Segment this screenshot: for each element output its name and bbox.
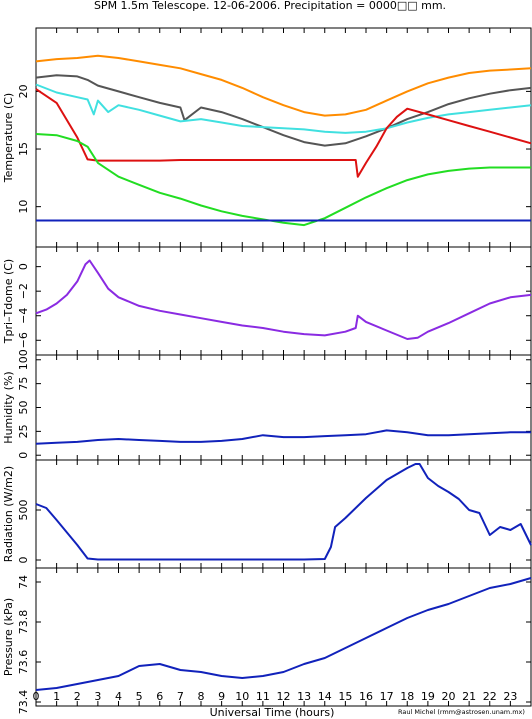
y-axis-label: Radiation (W/m2) <box>2 466 15 562</box>
panel-frame <box>35 354 532 461</box>
x-tick-label: 17 <box>380 690 394 703</box>
x-tick-label: 7 <box>177 690 184 703</box>
panel-frame <box>35 27 532 248</box>
y-tick-label: 73.4 <box>17 690 30 715</box>
y-tick-label: 100 <box>17 349 30 370</box>
y-tick-label: 0 <box>17 557 30 564</box>
x-tick-label: 20 <box>442 690 456 703</box>
x-tick-label: 2 <box>74 690 81 703</box>
x-tick-label: 23 <box>503 690 517 703</box>
x-tick-label: 18 <box>400 690 414 703</box>
y-tick-label: −6 <box>17 332 30 348</box>
y-tick-label: 10 <box>17 200 30 214</box>
x-tick-label: 14 <box>318 690 332 703</box>
y-tick-label: 50 <box>17 401 30 415</box>
series-line-0 <box>35 429 531 445</box>
series-line-4 <box>35 133 531 227</box>
y-tick-label: 73.8 <box>17 610 30 635</box>
x-tick-label: 4 <box>115 690 122 703</box>
x-tick-label: 0 <box>33 690 40 703</box>
x-tick-label: 10 <box>235 690 249 703</box>
series-line-0 <box>35 463 532 561</box>
x-tick-label: 3 <box>94 690 101 703</box>
credit-text: Raul Michel (rmm@astrosen.unam.mx) <box>398 708 525 716</box>
x-tick-label: 5 <box>136 690 143 703</box>
x-tick-label: 9 <box>218 690 225 703</box>
x-tick-label: 21 <box>462 690 476 703</box>
y-tick-label: 500 <box>17 500 30 521</box>
x-tick-label: 12 <box>277 690 291 703</box>
y-tick-label: 0 <box>17 452 30 459</box>
y-tick-label: 25 <box>17 424 30 438</box>
y-tick-label: 20 <box>17 84 30 98</box>
y-tick-label: 75 <box>17 377 30 391</box>
x-tick-labels: 0 1 2 3 4 5 6 7 8 9 10 11 12 13 14 15 16 17 18 19 20 21 22 23 <box>33 690 518 703</box>
series-line-2 <box>35 83 532 134</box>
y-axis-label: Humidity (%) <box>2 371 15 443</box>
x-tick-label: 22 <box>483 690 497 703</box>
series-line-0 <box>35 259 532 340</box>
panel-frame <box>35 459 532 569</box>
x-tick-label: 6 <box>156 690 163 703</box>
x-tick-label: 13 <box>297 690 311 703</box>
series-line-0 <box>35 577 532 691</box>
panel-frame <box>35 246 532 356</box>
y-axis-label: Pressure (kPa) <box>2 598 15 676</box>
y-tick-label: 73.6 <box>17 650 30 675</box>
y-tick-label: 15 <box>17 142 30 156</box>
x-tick-label: 11 <box>256 690 270 703</box>
x-tick-label: 8 <box>198 690 205 703</box>
x-tick-label: 19 <box>421 690 435 703</box>
y-tick-label: −4 <box>17 308 30 324</box>
series-line-3 <box>35 88 532 178</box>
x-tick-label: 16 <box>359 690 373 703</box>
y-tick-label: 74 <box>17 575 30 589</box>
x-tick-label: 1 <box>53 690 60 703</box>
y-axis-label: Temperature (C) <box>2 93 15 183</box>
chart-title: SPM 1.5m Telescope. 12-06-2006. Precipit… <box>94 0 446 12</box>
x-axis-label: Universal Time (hours) <box>210 706 335 719</box>
x-tick-label: 15 <box>338 690 352 703</box>
series-line-0 <box>35 54 532 117</box>
y-axis-label: Tpri–Tdome (C) <box>2 259 15 344</box>
y-tick-label: −2 <box>17 283 30 299</box>
panel-frame <box>35 567 532 707</box>
y-tick-label: 0 <box>17 263 30 270</box>
